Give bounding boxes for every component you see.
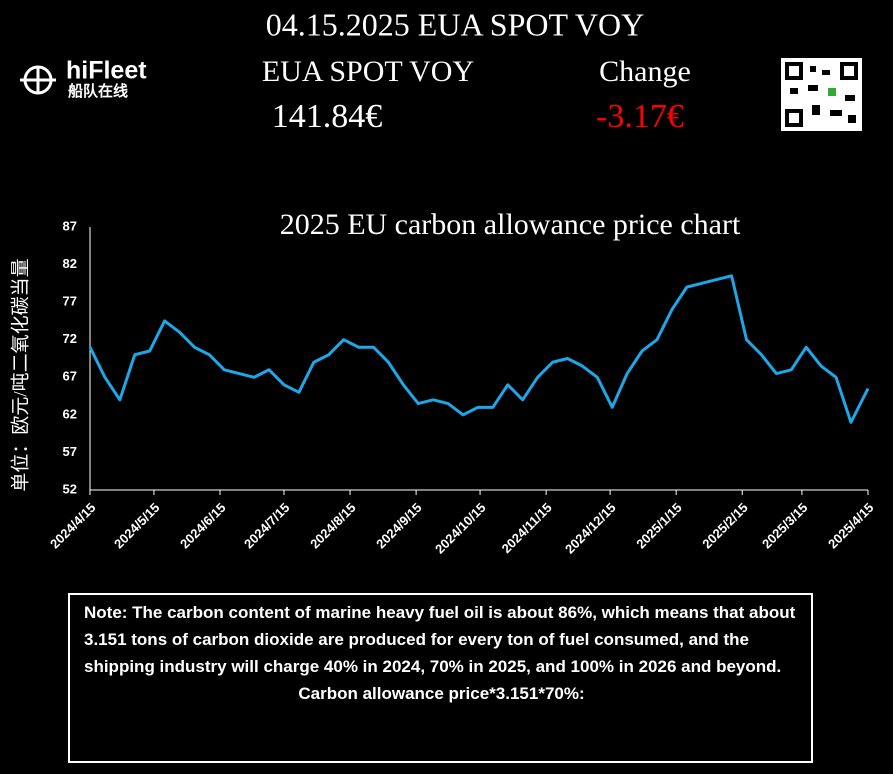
brand-cn: 船队在线 (68, 82, 128, 100)
y-tick-label: 87 (63, 218, 77, 233)
x-tick-label: 2025/4/15 (825, 500, 877, 552)
logo-icon (20, 65, 56, 95)
qr-code (781, 58, 862, 131)
x-tick-label: 2024/8/15 (307, 500, 359, 552)
x-tick-label: 2024/10/15 (432, 500, 489, 557)
x-tick-label: 2024/6/15 (177, 500, 229, 552)
y-tick-label: 77 (63, 294, 77, 309)
y-tick-label: 62 (63, 406, 77, 421)
x-tick-label: 2024/12/15 (562, 500, 619, 557)
y-axis-label: 单位：欧元/吨二氧化碳当量 (9, 258, 31, 491)
x-tick-label: 2024/7/15 (241, 500, 293, 552)
x-tick-label: 2024/11/15 (499, 500, 555, 556)
chart: hiFleet 船队在线 04.15.2025 EUA SPOT VOY EUA… (9, 6, 877, 557)
x-tick-label: 2024/4/15 (47, 500, 99, 552)
y-tick-label: 67 (63, 369, 77, 384)
x-tick-label: 2024/9/15 (373, 500, 425, 552)
x-tick-label: 2024/5/15 (111, 500, 163, 552)
y-tick-label: 72 (63, 331, 77, 346)
y-tick-label: 52 (63, 481, 77, 496)
brand: hiFleet (66, 57, 147, 85)
x-tick-label: 2025/2/15 (699, 500, 751, 552)
price: 141.84€ (272, 98, 383, 135)
note-text: Note: The carbon content of marine heavy… (84, 603, 796, 676)
change: -3.17€ (596, 98, 684, 135)
header-title: 04.15.2025 EUA SPOT VOY (266, 6, 644, 42)
price-line (88, 274, 870, 424)
y-tick-label: 57 (63, 444, 77, 459)
price-label: EUA SPOT VOY (262, 55, 474, 88)
chart-title: 2025 EU carbon allowance price chart (280, 208, 741, 241)
change-label: Change (599, 55, 691, 88)
x-tick-label: 2025/1/15 (633, 500, 685, 552)
note-box: Note: The carbon content of marine heavy… (68, 593, 813, 763)
y-tick-label: 82 (63, 256, 77, 271)
note-formula: Carbon allowance price*3.151*70%: (298, 684, 585, 703)
x-tick-label: 2025/3/15 (759, 500, 811, 552)
